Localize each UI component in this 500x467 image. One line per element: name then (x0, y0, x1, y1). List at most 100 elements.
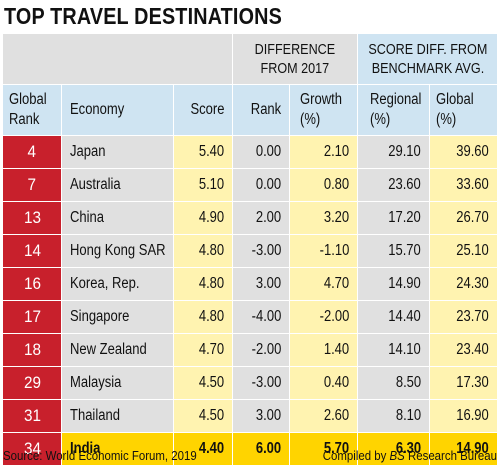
global-rank-value: 31 (23, 406, 41, 425)
col-header-global-rank: Global Rank (3, 85, 61, 135)
rank-cell: 6.00 (232, 433, 289, 465)
economy-value: Singapore (70, 308, 130, 325)
col-header-rank-label: Rank (250, 101, 281, 118)
regional-cell: 15.70 (357, 235, 429, 267)
regional-cell: 17.20 (357, 202, 429, 234)
score-cell: 4.40 (173, 433, 232, 465)
score-value: 4.50 (198, 407, 224, 424)
table-row: 18 New Zealand 4.70 -2.00 1.40 14.10 23.40 (3, 334, 497, 366)
rank-value: 0.00 (255, 176, 281, 193)
col-header-growth-line1: Growth (300, 91, 342, 108)
regional-value: 6.30 (395, 440, 421, 457)
regional-cell: 29.10 (357, 136, 429, 168)
global-rank-cell: 29 (3, 367, 61, 399)
group-header-row: DIFFERENCE FROM 2017 SCORE DIFF. FROM BE… (3, 34, 497, 84)
economy-cell: Australia (61, 169, 173, 201)
growth-cell: 0.80 (289, 169, 357, 201)
growth-value: -2.00 (319, 308, 349, 325)
global-rank-cell: 17 (3, 301, 61, 333)
economy-value: Australia (70, 176, 121, 193)
rank-value: -4.00 (251, 308, 281, 325)
regional-value: 23.60 (388, 176, 421, 193)
group-header-blank (3, 34, 232, 84)
table-row: 14 Hong Kong SAR 4.80 -3.00 -1.10 15.70 25.10 (3, 235, 497, 267)
score-cell: 4.50 (173, 400, 232, 432)
global-value: 16.90 (456, 407, 489, 424)
economy-cell: Japan (61, 136, 173, 168)
global-rank-cell: 34 (3, 433, 61, 465)
growth-cell: 2.60 (289, 400, 357, 432)
table-row: 13 China 4.90 2.00 3.20 17.20 26.70 (3, 202, 497, 234)
source-text: Source: World Economic Forum, 2019 (3, 448, 197, 463)
group-header-difference-line2: FROM 2017 (260, 60, 330, 77)
table-title: TOP TRAVEL DESTINATIONS (4, 3, 282, 29)
growth-value: 2.10 (323, 143, 349, 160)
score-cell: 5.10 (173, 169, 232, 201)
table-row: 16 Korea, Rep. 4.80 3.00 4.70 14.90 24.30 (3, 268, 497, 300)
growth-cell: 2.10 (289, 136, 357, 168)
compiled-prefix: Compiled by (322, 448, 390, 463)
group-header-benchmark-line1: SCORE DIFF. FROM (368, 41, 488, 58)
global-rank-value: 17 (23, 307, 41, 326)
economy-cell: Korea, Rep. (61, 268, 173, 300)
global-value: 25.10 (456, 242, 489, 259)
col-header-rank: Rank (232, 85, 289, 135)
compiled-brand: BS (389, 448, 405, 463)
global-rank-cell: 16 (3, 268, 61, 300)
score-cell: 5.40 (173, 136, 232, 168)
economy-value: China (70, 209, 105, 226)
column-header-row: Global Rank Economy Score Rank Growth (%… (3, 85, 497, 135)
global-value: 23.40 (456, 341, 489, 358)
global-rank-cell: 7 (3, 169, 61, 201)
economy-value: Korea, Rep. (70, 275, 140, 292)
growth-value: 3.20 (323, 209, 349, 226)
score-value: 5.40 (198, 143, 224, 160)
regional-cell: 14.90 (357, 268, 429, 300)
col-header-regional: Regional (%) (357, 85, 429, 135)
regional-cell: 8.50 (357, 367, 429, 399)
global-value: 33.60 (456, 176, 489, 193)
table-row: 29 Malaysia 4.50 -3.00 0.40 8.50 17.30 (3, 367, 497, 399)
regional-value: 29.10 (388, 143, 421, 160)
regional-value: 14.10 (388, 341, 421, 358)
table-row: 34 India 4.40 6.00 5.70 6.30 14.90 (3, 433, 497, 465)
regional-cell: 6.30 (357, 433, 429, 465)
score-value: 4.50 (198, 374, 224, 391)
global-cell: 24.30 (429, 268, 497, 300)
growth-cell: 0.40 (289, 367, 357, 399)
table-row: 7 Australia 5.10 0.00 0.80 23.60 33.60 (3, 169, 497, 201)
growth-value: 4.70 (323, 275, 349, 292)
col-header-economy-label: Economy (70, 101, 125, 118)
economy-cell: New Zealand (61, 334, 173, 366)
growth-cell: -1.10 (289, 235, 357, 267)
rank-cell: -3.00 (232, 235, 289, 267)
global-rank-cell: 31 (3, 400, 61, 432)
growth-value: 0.40 (323, 374, 349, 391)
global-rank-cell: 4 (3, 136, 61, 168)
score-value: 4.90 (198, 209, 224, 226)
rank-value: -3.00 (251, 242, 281, 259)
rank-value: 6.00 (255, 440, 281, 457)
global-rank-value: 7 (27, 175, 37, 194)
score-cell: 4.80 (173, 268, 232, 300)
col-header-regional-line1: Regional (370, 91, 422, 108)
col-header-economy: Economy (61, 85, 173, 135)
economy-value: India (70, 440, 101, 457)
global-rank-cell: 14 (3, 235, 61, 267)
global-cell: 33.60 (429, 169, 497, 201)
rank-value: 3.00 (255, 407, 281, 424)
rank-cell: 3.00 (232, 400, 289, 432)
regional-value: 14.90 (388, 275, 421, 292)
economy-value: Japan (70, 143, 106, 160)
score-value: 4.80 (198, 242, 224, 259)
economy-cell: Malaysia (61, 367, 173, 399)
col-header-score-label: Score (189, 101, 224, 118)
group-header-benchmark-line2: BENCHMARK AVG. (371, 60, 484, 77)
regional-cell: 23.60 (357, 169, 429, 201)
col-header-global-line1: Global (436, 91, 474, 108)
growth-value: 0.80 (323, 176, 349, 193)
growth-cell: 5.70 (289, 433, 357, 465)
growth-value: 1.40 (323, 341, 349, 358)
score-cell: 4.70 (173, 334, 232, 366)
regional-value: 8.50 (395, 374, 421, 391)
